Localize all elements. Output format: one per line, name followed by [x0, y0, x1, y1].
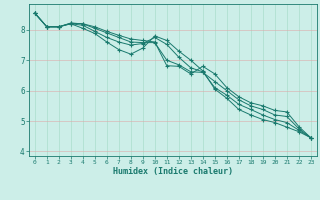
X-axis label: Humidex (Indice chaleur): Humidex (Indice chaleur)	[113, 167, 233, 176]
